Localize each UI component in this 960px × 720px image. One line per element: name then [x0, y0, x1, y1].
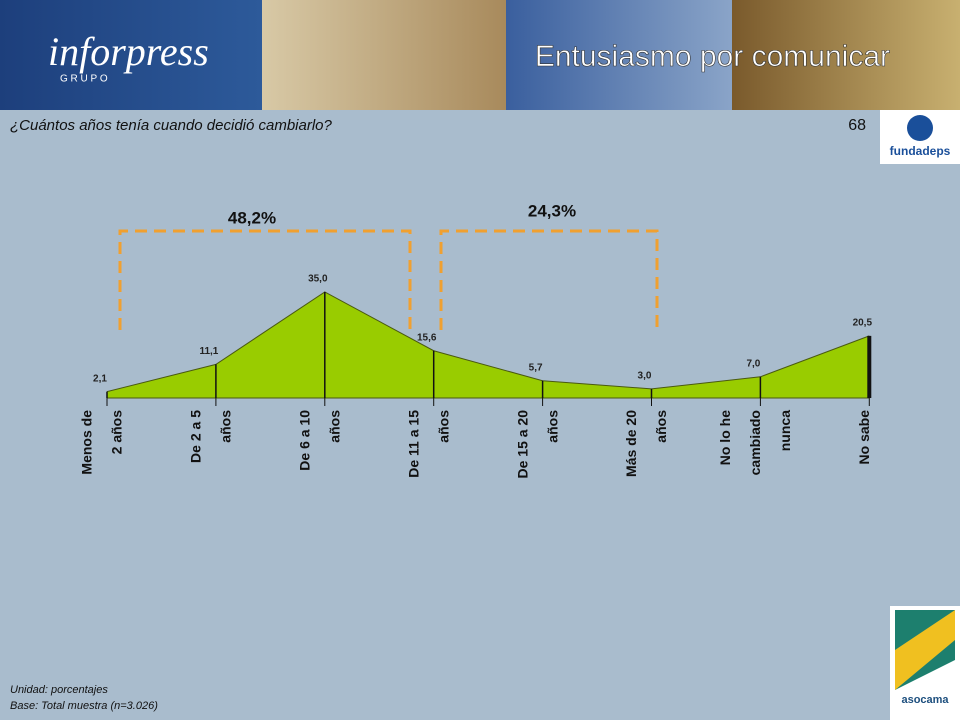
bracket	[439, 229, 659, 330]
category-label: No sabe	[856, 410, 872, 465]
sponsor: fundadeps	[890, 144, 951, 158]
annotation: 48,2%	[228, 208, 276, 227]
category-label: De 11 a 15	[405, 410, 421, 478]
category-label: Menos de	[79, 410, 95, 475]
category-label: De 2 a 5	[188, 410, 204, 463]
value-label: 35,0	[308, 274, 328, 285]
partner: asocama	[901, 694, 949, 706]
category-label: años	[653, 410, 669, 443]
category-label: años	[435, 410, 451, 443]
question: ¿Cuántos años tenía cuando decidió cambi…	[10, 117, 333, 134]
category-label: 2 años	[109, 410, 125, 455]
annotation: 24,3%	[528, 201, 576, 220]
bracket	[118, 229, 412, 330]
logo: inforpress	[48, 29, 209, 74]
value-label: 11,1	[199, 346, 218, 357]
value-label: 3,0	[638, 371, 652, 382]
header-image	[262, 0, 506, 110]
header-title: Entusiasmo por comunicar	[535, 40, 890, 73]
area-outline	[106, 291, 870, 393]
page-number: 68	[848, 117, 866, 134]
header-image	[732, 0, 960, 110]
area	[107, 291, 870, 398]
sponsor-icon	[907, 115, 933, 141]
category-label: cambiado	[747, 410, 763, 475]
footer-note: Unidad: porcentajes	[10, 684, 108, 696]
header-image	[0, 0, 262, 110]
partner-icon	[895, 610, 955, 690]
category-label: No lo he	[717, 410, 733, 465]
footer-note: Base: Total muestra (n=3.026)	[10, 700, 158, 712]
value-label: 20,5	[853, 318, 873, 329]
category-label: De 6 a 10	[297, 410, 313, 471]
category-label: años	[327, 410, 343, 443]
value-label: 15,6	[417, 332, 437, 343]
category-label: años	[544, 410, 560, 443]
category-label: nunca	[777, 410, 793, 451]
value-label: 7,0	[746, 358, 760, 369]
header-image	[506, 0, 732, 110]
category-label: Más de 20	[623, 410, 639, 477]
value-label: 5,7	[529, 362, 543, 373]
category-label: De 15 a 20	[514, 410, 530, 479]
category-label: años	[218, 410, 234, 443]
value-label: 2,1	[93, 373, 107, 384]
logo-sub: G R U P O	[60, 74, 108, 85]
